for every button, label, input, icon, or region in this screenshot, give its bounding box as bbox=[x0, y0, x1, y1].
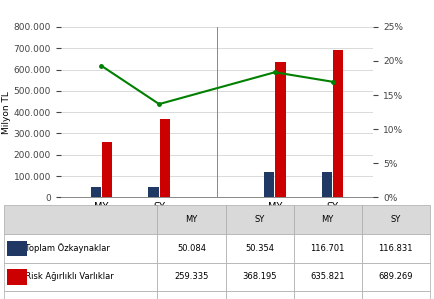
Bar bbox=[276, 62, 286, 197]
Bar bbox=[160, 119, 170, 197]
Bar bbox=[102, 142, 112, 197]
Y-axis label: Milyon TL: Milyon TL bbox=[2, 91, 11, 134]
Bar bbox=[333, 51, 343, 197]
Bar bbox=[322, 173, 332, 197]
Text: QIS-TR3: QIS-TR3 bbox=[285, 216, 323, 225]
Bar bbox=[264, 173, 274, 197]
Text: QIS-TR2: QIS-TR2 bbox=[111, 216, 149, 225]
Bar bbox=[148, 187, 158, 197]
FancyBboxPatch shape bbox=[7, 240, 27, 256]
FancyBboxPatch shape bbox=[7, 269, 27, 285]
Bar bbox=[91, 187, 101, 197]
